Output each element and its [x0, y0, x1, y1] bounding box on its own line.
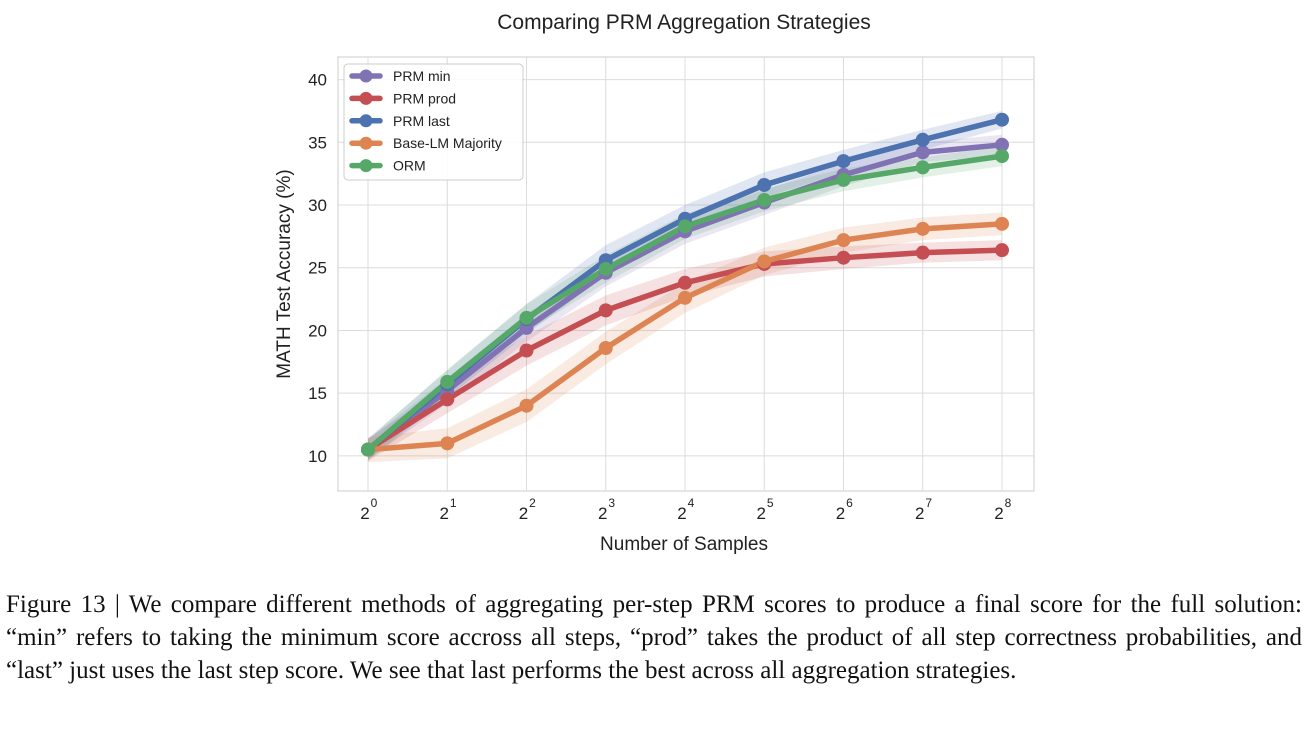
y-tick-label: 25 [308, 259, 327, 278]
legend-label-prm-prod: PRM prod [393, 90, 456, 106]
y-tick-label: 40 [308, 71, 327, 90]
figure-caption: Figure 13 | We compare different methods… [6, 591, 1302, 684]
point-base-lm-majority [915, 221, 930, 236]
x-tick-exponent: 0 [371, 496, 378, 510]
point-prm-min [995, 137, 1009, 152]
chart: Comparing PRM Aggregation Strategies 10 1… [274, 11, 1035, 555]
point-base-lm-majority [757, 254, 772, 269]
legend: PRM min PRM prod PRM last Base-LM Majority O… [343, 63, 524, 181]
point-prm-last [995, 112, 1009, 127]
x-tick-base: 2 [360, 504, 369, 523]
x-tick-base: 2 [440, 504, 449, 523]
legend-label-prm-last: PRM last [393, 113, 450, 129]
y-tick-labels: 10 15 20 25 30 35 40 [308, 71, 327, 466]
point-orm [519, 310, 534, 325]
point-orm [598, 261, 613, 276]
legend-item-prm-last: PRM last [349, 113, 450, 129]
point-base-lm-majority [836, 233, 851, 248]
x-tick-label: 28 [994, 496, 1011, 523]
point-orm [836, 172, 851, 187]
point-base-lm-majority [440, 436, 455, 451]
x-tick-exponent: 1 [450, 496, 457, 510]
point-prm-prod [836, 250, 851, 265]
point-orm [995, 149, 1009, 164]
legend-item-base-lm-majority: Base-LM Majority [349, 135, 502, 151]
point-prm-prod [678, 275, 692, 290]
x-tick-label: 23 [598, 496, 615, 523]
x-tick-label: 20 [360, 496, 377, 523]
point-orm [915, 160, 930, 175]
x-tick-exponent: 5 [767, 496, 774, 510]
point-prm-last [915, 132, 930, 147]
chart-title: Comparing PRM Aggregation Strategies [497, 11, 871, 34]
x-tick-base: 2 [598, 504, 607, 523]
x-tick-base: 2 [915, 504, 924, 523]
x-tick-exponent: 2 [529, 496, 536, 510]
y-tick-label: 15 [308, 384, 327, 403]
point-prm-prod [519, 343, 534, 358]
point-prm-prod [440, 392, 455, 407]
point-orm [361, 442, 375, 457]
point-base-lm-majority [678, 290, 692, 305]
legend-item-prm-min: PRM min [349, 68, 451, 84]
point-prm-prod [598, 303, 613, 318]
point-prm-prod [995, 243, 1009, 258]
x-tick-label: 25 [757, 496, 774, 523]
point-prm-last [836, 154, 851, 169]
point-orm [440, 374, 455, 389]
x-tick-exponent: 3 [608, 496, 615, 510]
point-base-lm-majority [598, 341, 613, 356]
x-tick-base: 2 [757, 504, 766, 523]
legend-label-prm-min: PRM min [393, 68, 451, 84]
y-tick-label: 35 [308, 133, 327, 152]
legend-box [343, 63, 524, 181]
x-tick-base: 2 [677, 504, 686, 523]
point-orm [757, 192, 772, 207]
x-tick-exponent: 6 [846, 496, 853, 510]
series-points [361, 112, 1009, 457]
point-base-lm-majority [519, 398, 534, 413]
y-tick-label: 10 [308, 447, 327, 466]
point-prm-min [915, 145, 930, 160]
legend-label-base-lm-majority: Base-LM Majority [393, 135, 502, 151]
x-tick-label: 24 [677, 496, 694, 523]
legend-marker-prm-prod [359, 91, 373, 105]
x-axis-label: Number of Samples [600, 534, 768, 555]
x-tick-label: 21 [440, 496, 457, 523]
y-tick-label: 20 [308, 321, 327, 340]
chart-svg: Comparing PRM Aggregation Strategies 101… [274, 11, 1035, 555]
point-prm-prod [915, 245, 930, 260]
x-tick-base: 2 [994, 504, 1003, 523]
x-tick-label: 26 [836, 496, 853, 523]
x-tick-exponent: 4 [688, 496, 695, 510]
y-axis-label: MATH Test Accuracy (%) [274, 169, 295, 378]
x-tick-label: 22 [519, 496, 536, 523]
x-tick-base: 2 [836, 504, 845, 523]
legend-marker-orm [359, 159, 373, 173]
legend-marker-prm-min [359, 69, 373, 83]
legend-marker-prm-last [359, 114, 373, 128]
point-orm [678, 219, 692, 234]
x-tick-label: 27 [915, 496, 932, 523]
legend-label-orm: ORM [393, 158, 426, 174]
point-base-lm-majority [995, 216, 1009, 231]
legend-marker-base-lm-majority [359, 136, 373, 150]
legend-item-prm-prod: PRM prod [349, 90, 456, 106]
x-tick-base: 2 [519, 504, 528, 523]
point-prm-last [757, 177, 772, 192]
y-tick-label: 30 [308, 196, 327, 215]
x-tick-exponent: 7 [925, 496, 932, 510]
x-tick-exponent: 8 [1005, 496, 1012, 510]
legend-item-orm: ORM [349, 158, 426, 174]
